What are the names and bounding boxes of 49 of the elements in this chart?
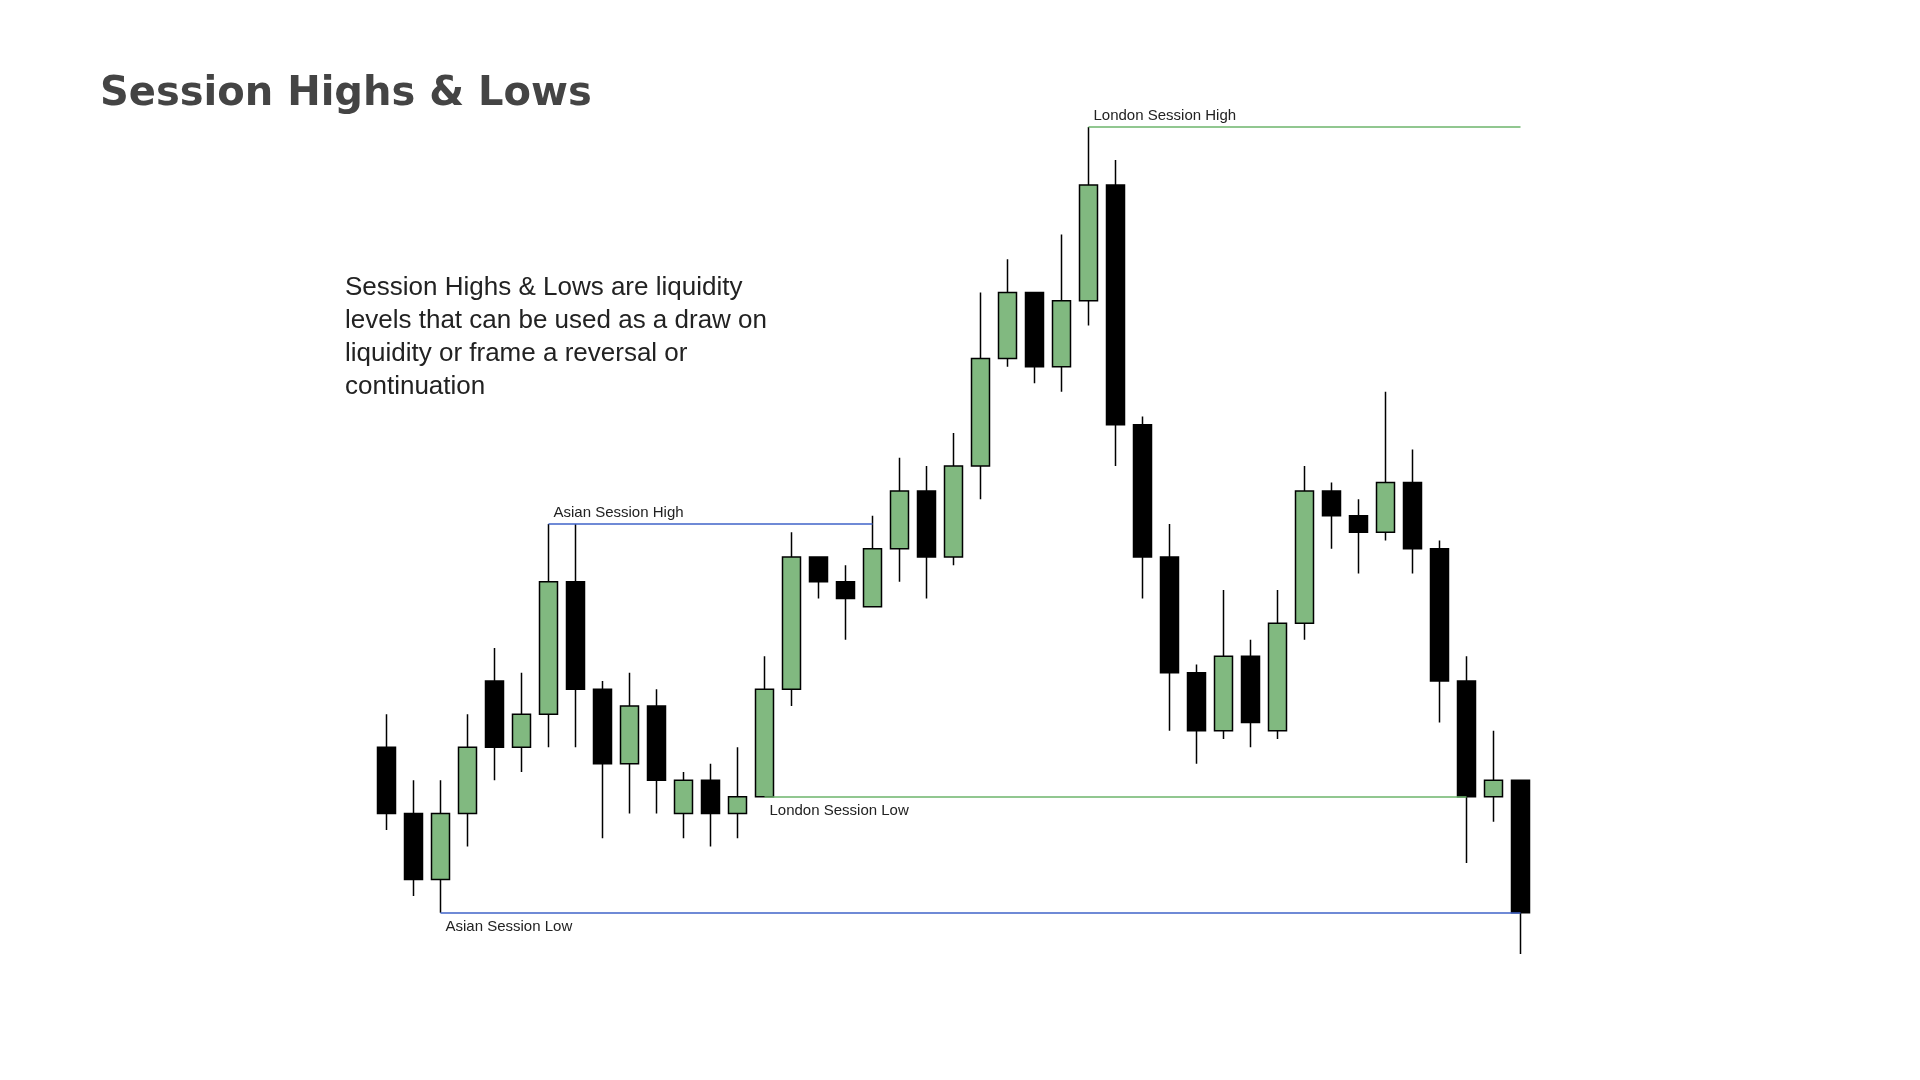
candlestick [700,763,721,848]
candlestick [754,655,775,798]
candlestick [430,779,451,914]
candlestick [1105,159,1126,467]
candlestick [619,672,640,815]
candlestick [970,291,991,500]
candlestick [889,457,910,583]
candlestick [484,647,505,782]
candlestick [457,713,478,848]
ref-line-label: London Session Low [769,800,909,818]
candlestick [943,432,964,567]
candlestick [565,523,586,748]
candlestick [1483,729,1504,823]
candlestick [673,771,694,839]
ref-line-label: Asian Session Low [445,916,573,934]
candlestick [403,779,424,897]
candlestick [376,713,397,831]
candlestick [1375,390,1396,542]
candlestick [1024,291,1045,385]
candlestick [781,531,802,707]
candlestick [1294,465,1315,641]
ref-line-label: Asian Session High [553,502,684,520]
candlestick [1078,126,1099,327]
candlestick [1267,589,1288,740]
candlestick [1456,655,1477,864]
ref-line-label: London Session High [1093,106,1237,123]
candlestick [916,465,937,600]
candlestick [1186,663,1207,765]
candlestick [511,672,532,773]
candlestick [1429,539,1450,724]
candlestick [1159,523,1180,732]
chart-title: Session Highs & Lows [100,68,592,114]
candlestick [1132,415,1153,600]
candlestick [835,564,856,641]
candlestick [1213,589,1234,740]
candlestick [538,523,559,748]
candlestick [727,746,748,839]
candlestick [1348,498,1369,575]
candlestick [1321,481,1342,550]
candlestick [862,514,883,608]
candlestick [1510,779,1531,955]
annotation: Session Highs & Lows are liquidity levels that can be used as a draw on liquidity or frame a reversal or continuation [345,270,769,402]
candlestick [1402,448,1423,575]
candlestick [646,688,667,815]
candlestick [1240,638,1261,748]
candlestick [997,258,1018,368]
candlestick [592,680,613,839]
candlestick [808,556,829,600]
candlestick [1051,233,1072,393]
